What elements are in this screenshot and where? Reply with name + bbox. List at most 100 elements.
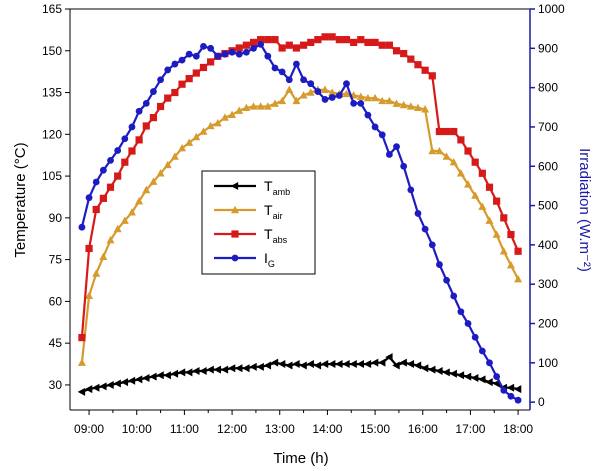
point-t-abs bbox=[278, 44, 286, 52]
point-t-abs bbox=[435, 127, 444, 136]
point-i-g bbox=[443, 276, 450, 284]
point-t-abs bbox=[114, 172, 122, 180]
y-tick-label: 60 bbox=[49, 294, 63, 308]
point-t-air bbox=[235, 106, 244, 114]
point-i-g bbox=[450, 292, 458, 300]
point-t-abs bbox=[271, 36, 279, 44]
point-t-amb bbox=[113, 379, 121, 388]
point-t-abs bbox=[407, 55, 415, 63]
point-t-air bbox=[113, 224, 122, 233]
y-axis-title: Temperature (°C) bbox=[12, 142, 29, 257]
point-i-g bbox=[128, 123, 136, 131]
point-t-abs bbox=[335, 36, 343, 44]
point-t-abs bbox=[178, 80, 186, 88]
legend-label-t-abs: Tabs bbox=[264, 226, 288, 245]
point-t-amb bbox=[127, 376, 136, 385]
point-t-amb bbox=[485, 378, 493, 387]
point-i-g bbox=[121, 135, 129, 143]
point-t-amb bbox=[513, 385, 522, 394]
point-t-air bbox=[220, 113, 229, 121]
point-t-air bbox=[342, 89, 351, 98]
point-i-g bbox=[142, 99, 150, 107]
point-i-g bbox=[357, 99, 365, 107]
point-i-g bbox=[78, 223, 86, 231]
point-t-abs bbox=[135, 136, 143, 144]
point-i-g bbox=[114, 147, 122, 154]
point-i-g bbox=[350, 99, 358, 107]
point-t-abs bbox=[307, 38, 315, 47]
x-tick-label: 10:00 bbox=[122, 422, 152, 436]
point-t-amb bbox=[506, 383, 515, 392]
y-tick-label: 75 bbox=[49, 253, 63, 267]
y2-tick-label: 300 bbox=[538, 277, 558, 291]
point-t-abs bbox=[493, 197, 501, 205]
point-t-abs bbox=[99, 194, 107, 202]
point-i-g bbox=[400, 162, 408, 170]
point-i-g bbox=[150, 88, 157, 95]
point-t-abs bbox=[292, 44, 301, 52]
point-t-abs bbox=[371, 38, 379, 47]
x-tick-label: 18:00 bbox=[503, 422, 533, 436]
legend: Tamb Tair Tabs IG bbox=[201, 170, 316, 275]
point-i-g bbox=[164, 66, 172, 74]
point-t-amb bbox=[99, 382, 107, 391]
point-t-air bbox=[356, 92, 365, 100]
point-t-abs bbox=[264, 36, 272, 44]
x-tick-label: 15:00 bbox=[360, 422, 390, 436]
point-t-amb bbox=[420, 364, 429, 373]
point-t-abs bbox=[421, 66, 429, 74]
point-t-abs bbox=[285, 41, 293, 49]
point-t-abs bbox=[514, 247, 522, 255]
point-i-g bbox=[421, 225, 429, 233]
y-tick-label: 150 bbox=[42, 44, 62, 58]
legend-label-i-g: IG bbox=[264, 250, 275, 269]
point-t-amb bbox=[213, 365, 221, 374]
point-t-amb bbox=[120, 378, 129, 387]
point-t-amb bbox=[170, 369, 179, 378]
y2-tick-label: 900 bbox=[538, 41, 558, 55]
legend-marker-t-air bbox=[231, 205, 239, 214]
y-tick-label: 135 bbox=[42, 86, 62, 100]
point-i-g bbox=[278, 68, 286, 76]
point-t-abs bbox=[185, 75, 193, 83]
y-tick-label: 120 bbox=[42, 127, 62, 141]
legend-marker-t-abs bbox=[231, 230, 239, 238]
point-t-air bbox=[120, 216, 129, 224]
x-tick-label: 11:00 bbox=[170, 422, 199, 436]
point-t-abs bbox=[464, 147, 472, 155]
point-t-air bbox=[185, 138, 194, 146]
point-t-amb bbox=[192, 367, 200, 376]
point-i-g bbox=[457, 308, 465, 316]
point-t-amb bbox=[263, 361, 272, 370]
point-i-g bbox=[285, 76, 293, 84]
point-t-air bbox=[242, 103, 251, 112]
point-t-air bbox=[142, 185, 151, 194]
point-t-amb bbox=[84, 385, 93, 394]
point-i-g bbox=[407, 186, 415, 194]
point-i-g bbox=[271, 64, 279, 72]
point-t-air bbox=[127, 208, 136, 216]
point-t-air bbox=[192, 132, 201, 141]
legend-label-t-air: Tair bbox=[264, 202, 283, 221]
y2-tick-label: 100 bbox=[538, 356, 558, 370]
y-tick-label: 30 bbox=[49, 378, 63, 392]
y2-axis-title: Irradiation (W.m⁻²) bbox=[576, 148, 593, 272]
point-i-g bbox=[335, 92, 343, 99]
point-t-amb bbox=[456, 371, 465, 380]
point-t-air bbox=[292, 96, 301, 105]
point-t-amb bbox=[77, 387, 86, 396]
point-t-abs bbox=[364, 38, 372, 47]
point-t-air bbox=[163, 160, 172, 169]
point-t-air bbox=[406, 102, 415, 110]
point-t-amb bbox=[299, 361, 307, 370]
point-i-g bbox=[314, 88, 322, 95]
point-t-abs bbox=[249, 38, 258, 47]
point-t-air bbox=[421, 105, 430, 113]
point-i-g bbox=[293, 60, 300, 68]
series-layer bbox=[77, 33, 523, 404]
y2-tick-label: 400 bbox=[538, 238, 558, 252]
point-t-abs bbox=[121, 158, 129, 166]
point-t-amb bbox=[327, 360, 336, 369]
point-t-abs bbox=[92, 205, 100, 214]
point-t-air bbox=[378, 96, 387, 105]
